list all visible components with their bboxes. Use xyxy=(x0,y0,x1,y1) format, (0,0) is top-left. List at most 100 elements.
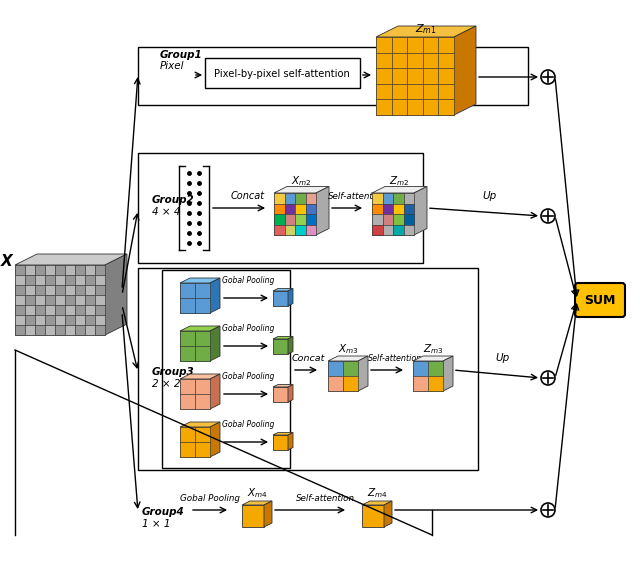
Polygon shape xyxy=(75,275,85,285)
Polygon shape xyxy=(376,84,392,99)
Polygon shape xyxy=(438,84,454,99)
Polygon shape xyxy=(210,374,220,409)
Polygon shape xyxy=(180,379,210,409)
Polygon shape xyxy=(180,422,220,427)
Polygon shape xyxy=(25,325,35,335)
Polygon shape xyxy=(403,214,414,224)
Text: Concat: Concat xyxy=(291,354,324,363)
Polygon shape xyxy=(210,422,220,457)
Polygon shape xyxy=(65,265,75,275)
Polygon shape xyxy=(376,37,454,115)
Polygon shape xyxy=(328,361,343,376)
Polygon shape xyxy=(85,315,95,325)
Polygon shape xyxy=(358,356,368,391)
Polygon shape xyxy=(85,325,95,335)
Polygon shape xyxy=(285,193,295,204)
Polygon shape xyxy=(195,442,210,457)
Text: $Z_{m3}$: $Z_{m3}$ xyxy=(423,342,444,356)
Polygon shape xyxy=(372,193,414,235)
Polygon shape xyxy=(423,68,438,84)
Polygon shape xyxy=(85,265,95,275)
Polygon shape xyxy=(328,376,343,391)
Polygon shape xyxy=(35,305,45,315)
Text: 1 × 1: 1 × 1 xyxy=(142,519,170,529)
Polygon shape xyxy=(65,315,75,325)
Polygon shape xyxy=(383,224,393,235)
Polygon shape xyxy=(305,193,316,204)
Polygon shape xyxy=(393,224,403,235)
Polygon shape xyxy=(274,193,316,235)
Polygon shape xyxy=(285,204,295,214)
Polygon shape xyxy=(55,265,65,275)
Polygon shape xyxy=(65,285,75,295)
Polygon shape xyxy=(403,204,414,214)
Polygon shape xyxy=(35,275,45,285)
Polygon shape xyxy=(15,285,25,295)
Polygon shape xyxy=(316,187,329,235)
Polygon shape xyxy=(413,356,453,361)
Polygon shape xyxy=(428,376,443,391)
Polygon shape xyxy=(95,295,105,305)
Polygon shape xyxy=(75,325,85,335)
Polygon shape xyxy=(95,315,105,325)
Polygon shape xyxy=(274,187,329,193)
Polygon shape xyxy=(180,331,210,361)
Polygon shape xyxy=(45,325,55,335)
FancyBboxPatch shape xyxy=(575,283,625,317)
Polygon shape xyxy=(392,68,407,84)
Polygon shape xyxy=(65,295,75,305)
Polygon shape xyxy=(414,187,427,235)
Text: $Z_{m1}$: $Z_{m1}$ xyxy=(415,22,437,36)
Polygon shape xyxy=(273,435,288,450)
Polygon shape xyxy=(55,305,65,315)
Polygon shape xyxy=(195,379,210,394)
Polygon shape xyxy=(403,224,414,235)
Polygon shape xyxy=(438,53,454,68)
Polygon shape xyxy=(15,295,25,305)
Text: Up: Up xyxy=(496,353,510,363)
Polygon shape xyxy=(274,224,285,235)
Polygon shape xyxy=(95,285,105,295)
Text: Pixel: Pixel xyxy=(160,61,184,71)
Polygon shape xyxy=(413,376,428,391)
Polygon shape xyxy=(195,394,210,409)
Polygon shape xyxy=(25,315,35,325)
Polygon shape xyxy=(210,278,220,313)
Polygon shape xyxy=(423,37,438,53)
Polygon shape xyxy=(95,325,105,335)
Polygon shape xyxy=(413,361,443,391)
Polygon shape xyxy=(328,361,358,391)
Polygon shape xyxy=(55,295,65,305)
Polygon shape xyxy=(180,379,195,394)
Polygon shape xyxy=(403,193,414,204)
Polygon shape xyxy=(393,204,403,214)
Polygon shape xyxy=(25,285,35,295)
Text: $X_{m3}$: $X_{m3}$ xyxy=(338,342,358,356)
Polygon shape xyxy=(180,427,210,457)
Polygon shape xyxy=(180,283,195,298)
Polygon shape xyxy=(195,331,210,346)
Polygon shape xyxy=(180,374,220,379)
Polygon shape xyxy=(264,501,272,527)
Polygon shape xyxy=(75,265,85,275)
Polygon shape xyxy=(376,68,392,84)
Polygon shape xyxy=(15,265,25,275)
Polygon shape xyxy=(273,336,293,339)
Polygon shape xyxy=(55,275,65,285)
Polygon shape xyxy=(15,275,25,285)
Polygon shape xyxy=(210,326,220,361)
Polygon shape xyxy=(95,275,105,285)
Polygon shape xyxy=(25,275,35,285)
Polygon shape xyxy=(180,283,210,313)
Polygon shape xyxy=(376,37,392,53)
Polygon shape xyxy=(35,325,45,335)
Polygon shape xyxy=(273,289,293,291)
Polygon shape xyxy=(25,265,35,275)
Text: $X_{m4}$: $X_{m4}$ xyxy=(246,486,268,500)
Text: Up: Up xyxy=(483,191,497,201)
Polygon shape xyxy=(384,501,392,527)
Polygon shape xyxy=(242,505,264,527)
Polygon shape xyxy=(438,99,454,115)
Polygon shape xyxy=(383,193,393,204)
Text: 2 × 2: 2 × 2 xyxy=(152,379,180,389)
